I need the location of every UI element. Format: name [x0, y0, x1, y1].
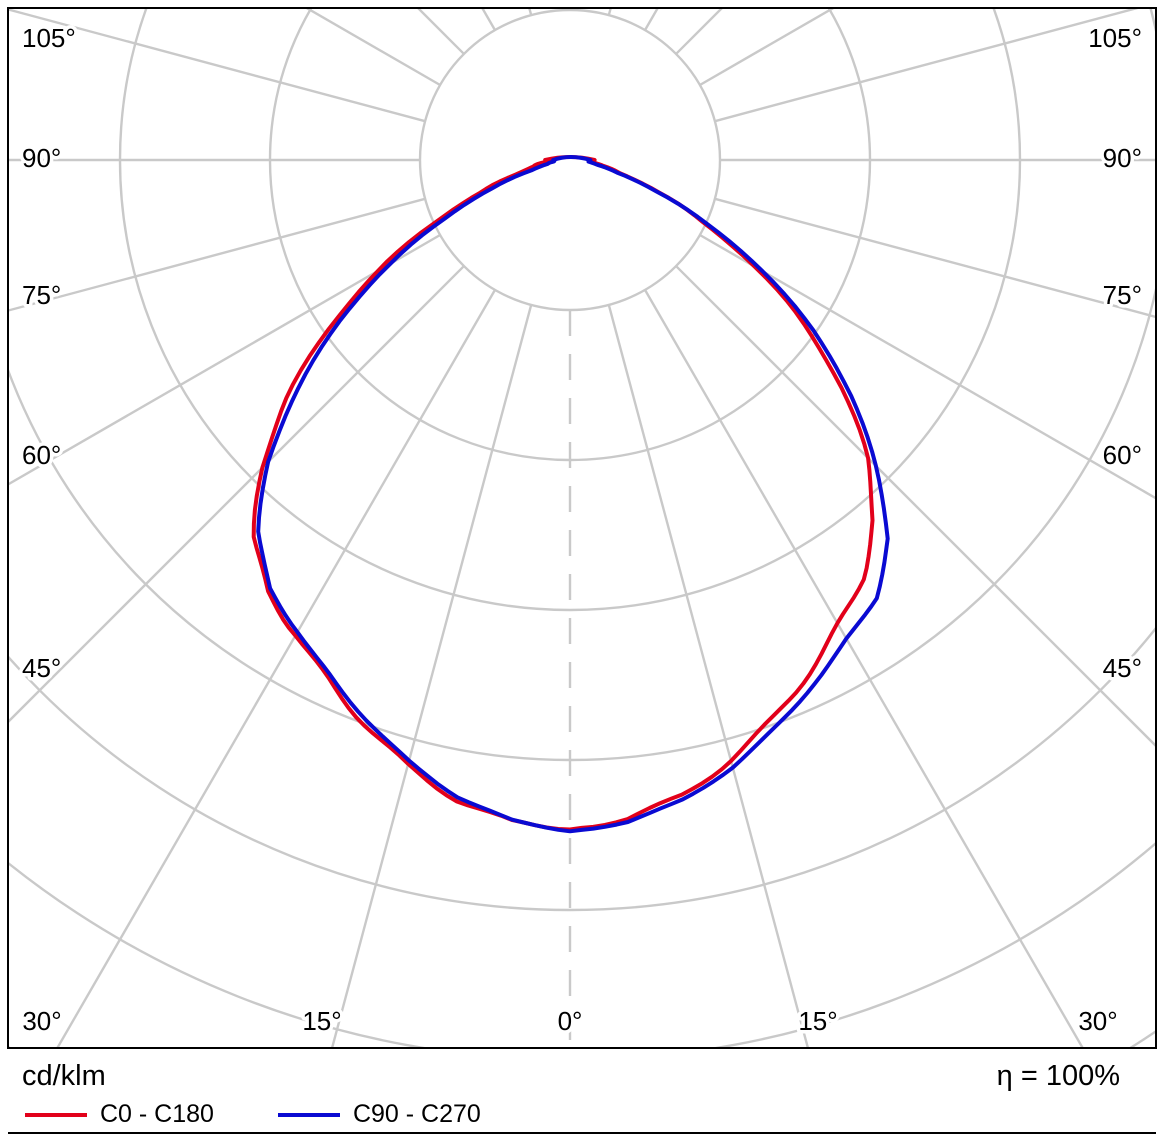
angle-labels: 105° 90° 75° 60° 45° 105° 90° 75° 60° 45° 30° 15° 0°… — [19, 20, 1146, 1040]
plot-frame — [7, 7, 1157, 1049]
grid-radial-line — [714, 197, 1155, 318]
angle-label: 90° — [1103, 143, 1142, 173]
angle-label: 0° — [558, 1006, 583, 1036]
grid-radial-line — [9, 265, 465, 723]
bottom-divider — [8, 1132, 1156, 1134]
grid-radial-line — [699, 233, 1155, 500]
legend-label-c90-c270: C90 - C270 — [352, 1100, 481, 1128]
angle-label: 15° — [798, 1006, 837, 1036]
legend: C0 - C180 C90 - C270 — [25, 1100, 481, 1129]
curve-c0-c180 — [251, 155, 875, 832]
legend-item-c0-c180: C0 - C180 — [25, 1100, 214, 1129]
angle-label: 60° — [1103, 440, 1142, 470]
angle-label: 30° — [22, 1006, 61, 1036]
curve-c90-c270 — [256, 155, 890, 834]
angle-label: 45° — [1103, 653, 1142, 683]
angle-label: 60° — [22, 440, 61, 470]
angle-label: 90° — [22, 143, 61, 173]
angle-label: 105° — [22, 23, 76, 53]
grid-radial-line — [714, 9, 1139, 123]
grid-radial-line — [9, 233, 441, 486]
angle-label: 75° — [22, 280, 61, 310]
grid-radial-line — [643, 289, 1084, 1047]
angle-label: 15° — [302, 1006, 341, 1036]
angle-label: 30° — [1078, 1006, 1117, 1036]
legend-line-c90-c270-icon — [277, 1112, 340, 1117]
unit-label: cd/klm — [22, 1060, 106, 1092]
curves — [251, 155, 890, 834]
grid-ring — [9, 627, 1155, 911]
grid-ring — [418, 9, 722, 312]
grid-ring — [9, 9, 1155, 762]
grid-radial-line — [331, 304, 533, 1047]
grid-radial-line — [9, 197, 426, 312]
efficiency-label: η = 100% — [996, 1060, 1120, 1092]
grid-radial-line — [56, 289, 497, 1047]
angle-label: 105° — [1088, 23, 1142, 53]
grid-radial-line — [607, 304, 809, 1047]
legend-item-c90-c270: C90 - C270 — [277, 1100, 481, 1129]
grid-ring — [268, 9, 872, 462]
angle-label: 75° — [1103, 280, 1142, 310]
legend-line-c0-c180-icon — [25, 1112, 87, 1117]
grid-radial-line — [9, 9, 426, 123]
angle-label: 45° — [22, 653, 61, 683]
legend-label-c0-c180: C0 - C180 — [100, 1100, 214, 1128]
grid-radial-line — [675, 265, 1155, 747]
